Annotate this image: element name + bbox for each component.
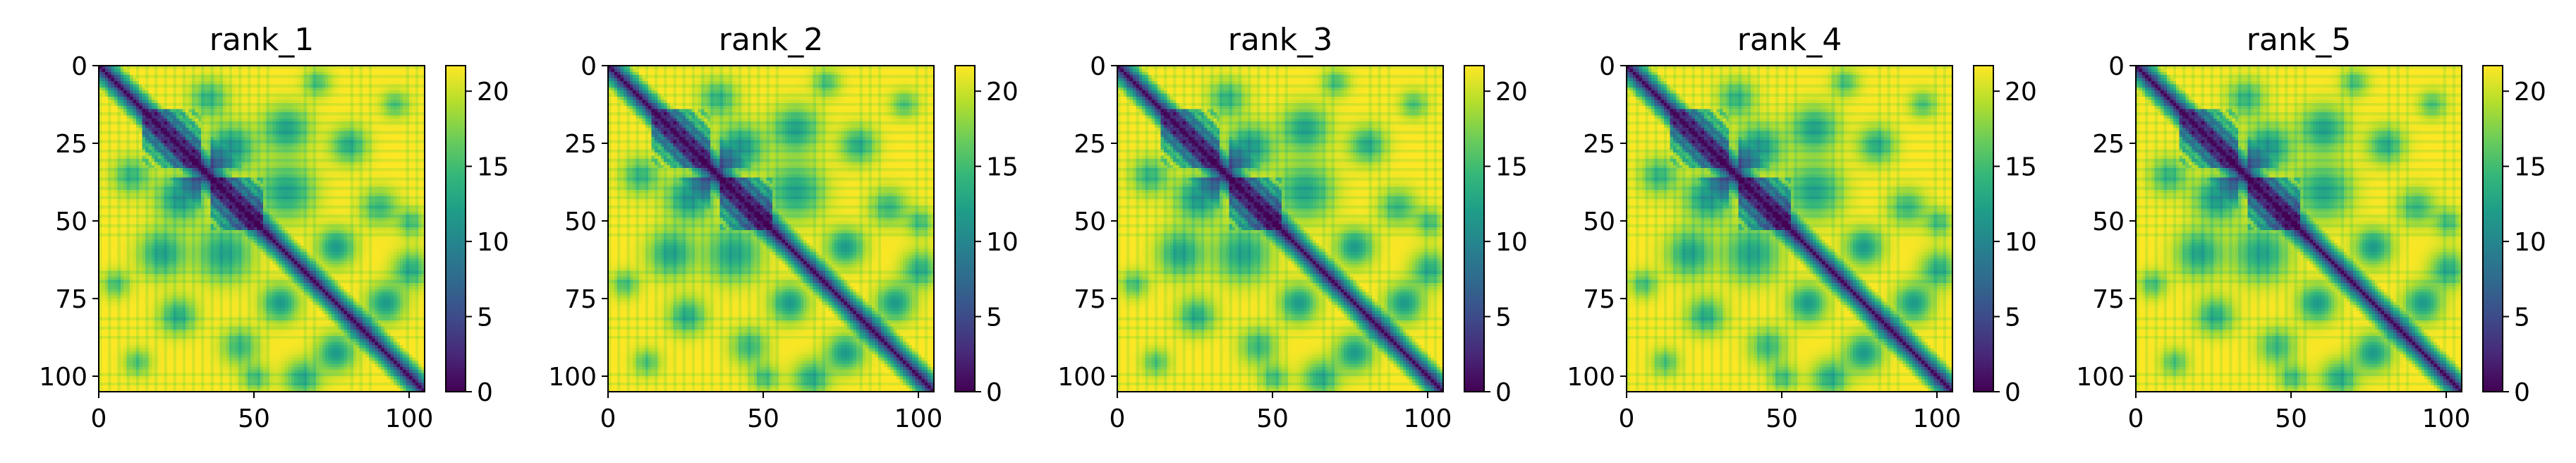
x-tick-label: 0 [91,404,107,433]
y-tick-label: 75 [1074,285,1106,314]
y-tick-label: 0 [581,52,597,81]
colorbar-tick-label: 10 [1495,228,1528,257]
y-tick-label: 75 [1583,285,1615,314]
colorbar-tick-label: 15 [477,153,509,182]
colorbar-frame [2482,65,2503,392]
colorbar-frame [445,65,466,392]
plot-frame [2135,65,2462,392]
y-tick-label: 100 [1567,363,1615,392]
y-tick-label: 50 [564,208,597,236]
x-tick-label: 0 [1110,404,1126,433]
y-tick-label: 25 [55,130,87,159]
y-tick-label: 25 [2092,130,2125,159]
panel-title: rank_2 [719,22,823,58]
colorbar-tick-label: 0 [1495,378,1512,407]
y-tick-label: 75 [564,285,597,314]
panel-title: rank_4 [1737,22,1842,58]
x-tick-label: 50 [238,404,270,433]
y-tick-label: 100 [2076,363,2125,392]
x-tick-label: 100 [894,404,943,433]
plot-frame [1626,65,1953,392]
y-tick-label: 25 [1074,130,1106,159]
heatmap-image [1117,66,1443,392]
x-tick-label: 100 [2422,404,2471,433]
y-tick-label: 75 [2092,285,2125,314]
y-tick-label: 0 [1090,52,1106,81]
colorbar-tick-label: 0 [986,378,1002,407]
heatmap-image [1627,66,1952,392]
plot-frame [98,65,425,392]
y-tick-label: 50 [1583,208,1615,236]
colorbar-tick-label: 5 [2005,303,2021,332]
heatmap-image [608,66,934,392]
x-tick-label: 50 [2275,404,2307,433]
x-tick-label: 100 [1404,404,1452,433]
y-tick-label: 50 [2092,208,2125,236]
plot-frame [1117,65,1444,392]
colorbar-tick-label: 15 [1495,153,1528,182]
colorbar-tick-label: 0 [2514,378,2530,407]
plot-frame [607,65,935,392]
colorbar-tick-label: 20 [477,78,509,107]
colorbar-gradient [2483,66,2503,392]
colorbar-gradient [1464,66,1484,392]
colorbar-frame [954,65,976,392]
colorbar-frame [1973,65,1994,392]
colorbar-tick-label: 15 [2005,153,2037,182]
y-tick-label: 0 [1599,52,1615,81]
colorbar-gradient [955,66,975,392]
x-tick-label: 50 [1256,404,1289,433]
colorbar-tick-label: 20 [2514,78,2546,107]
y-tick-label: 0 [71,52,87,81]
colorbar-tick-label: 10 [477,228,509,257]
heatmap-image [2136,66,2462,392]
panel-title: rank_5 [2247,22,2351,58]
y-tick-label: 100 [548,363,597,392]
x-tick-label: 50 [1766,404,1798,433]
colorbar-tick-label: 20 [986,78,1019,107]
y-tick-label: 100 [1057,363,1106,392]
y-tick-label: 50 [55,208,87,236]
colorbar-gradient [446,66,466,392]
y-tick-label: 25 [1583,130,1615,159]
colorbar-frame [1464,65,1485,392]
colorbar-gradient [1974,66,1993,392]
colorbar-tick-label: 5 [477,303,493,332]
x-tick-label: 0 [600,404,616,433]
colorbar-tick-label: 0 [2005,378,2021,407]
colorbar-tick-label: 15 [986,153,1019,182]
x-tick-label: 0 [2128,404,2144,433]
x-tick-label: 100 [385,404,434,433]
y-tick-label: 25 [564,130,597,159]
x-tick-label: 100 [1913,404,1962,433]
colorbar-tick-label: 20 [1495,78,1528,107]
colorbar-tick-label: 5 [2514,303,2530,332]
colorbar-tick-label: 10 [2514,228,2546,257]
colorbar-tick-label: 10 [986,228,1019,257]
y-tick-label: 75 [55,285,87,314]
x-tick-label: 0 [1619,404,1635,433]
colorbar-tick-label: 5 [1495,303,1512,332]
y-tick-label: 0 [2108,52,2125,81]
y-tick-label: 50 [1074,208,1106,236]
x-tick-label: 50 [747,404,779,433]
colorbar-tick-label: 0 [477,378,493,407]
panel-title: rank_3 [1228,22,1332,58]
panel-title: rank_1 [209,22,314,58]
y-tick-label: 100 [39,363,87,392]
colorbar-tick-label: 10 [2005,228,2037,257]
heatmap-image [99,66,425,392]
colorbar-tick-label: 5 [986,303,1002,332]
colorbar-tick-label: 20 [2005,78,2037,107]
colorbar-tick-label: 15 [2514,153,2546,182]
